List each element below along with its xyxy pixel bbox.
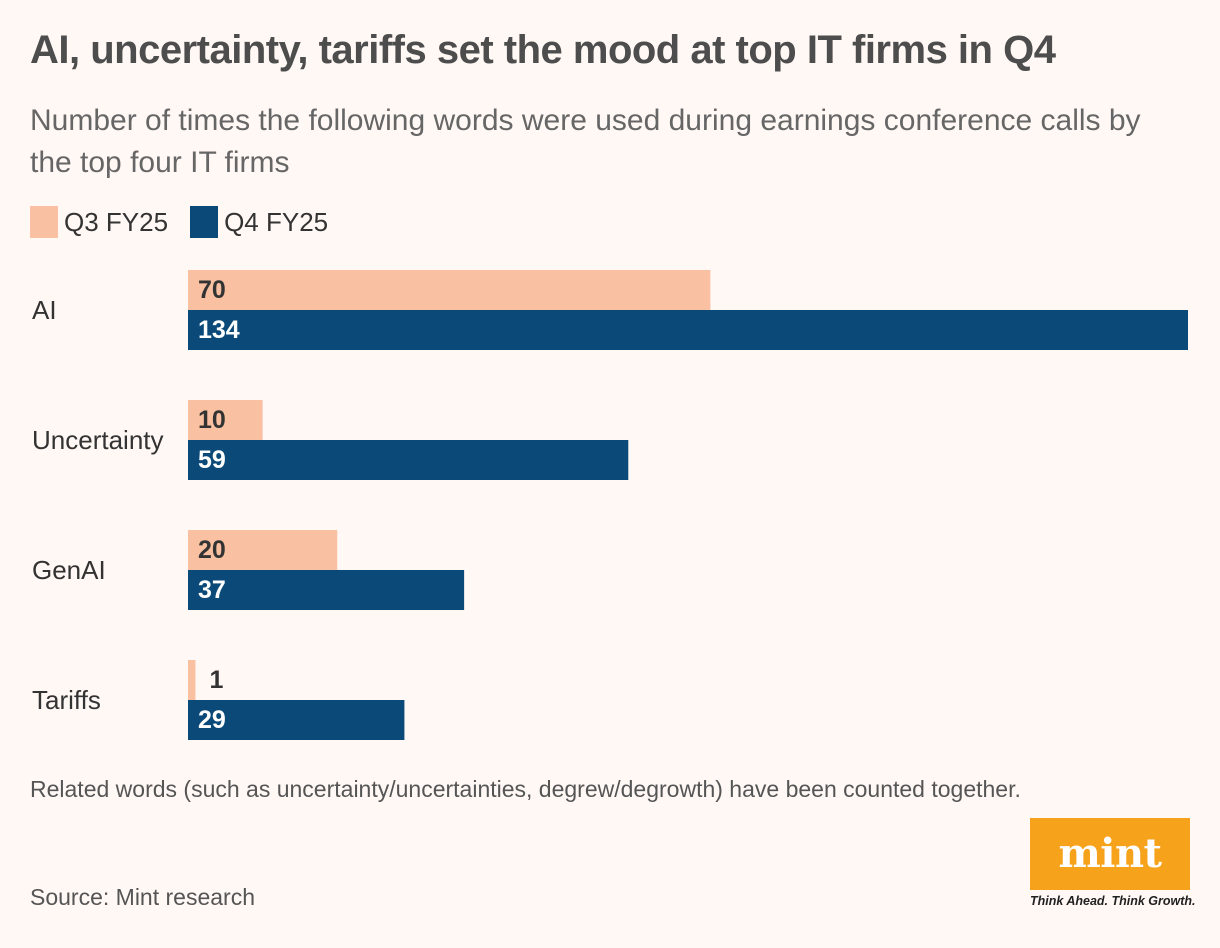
category-label-ai: AI — [32, 295, 57, 325]
bar-uncertainty-q4-fy25 — [188, 440, 629, 480]
data-label-uncertainty-q3-fy25: 10 — [198, 406, 226, 434]
legend-item-q4: Q4 FY25 — [190, 206, 328, 238]
bar-ai-q3-fy25 — [188, 270, 711, 310]
bar-genai-q4-fy25 — [188, 570, 465, 610]
logo-wordmark: mint — [1058, 830, 1162, 877]
data-label-tariffs-q4-fy25: 29 — [198, 706, 226, 734]
legend-swatch-q3 — [30, 206, 58, 238]
bar-chart: AI 70 134 Uncertainty 10 59 GenAI 20 37 Tariffs 1 2… — [32, 270, 1188, 740]
chart-subtitle: Number of times the following words were… — [30, 104, 1141, 179]
bar-genai-q3-fy25 — [188, 530, 338, 570]
legend-label-q4: Q4 FY25 — [224, 206, 329, 237]
bar-ai-q4-fy25 — [188, 310, 1188, 350]
data-label-ai-q4-fy25: 134 — [198, 316, 240, 344]
category-label-uncertainty: Uncertainty — [32, 425, 164, 455]
category-label-tariffs: Tariffs — [32, 685, 101, 715]
legend-label-q3: Q3 FY25 — [64, 206, 169, 237]
category-label-genai: GenAI — [32, 555, 106, 585]
chart-title: AI, uncertainty, tariffs set the mood at… — [30, 28, 1056, 72]
legend-swatch-q4 — [190, 206, 219, 238]
bar-tariffs-q3-fy25 — [188, 660, 196, 700]
bar-tariffs-q4-fy25 — [188, 700, 405, 740]
footnote: Related words (such as uncertainty/uncer… — [30, 776, 1021, 802]
data-label-uncertainty-q4-fy25: 59 — [198, 446, 226, 474]
data-label-ai-q3-fy25: 70 — [198, 276, 226, 304]
bar-uncertainty-q3-fy25 — [188, 400, 263, 440]
legend-item-q3: Q3 FY25 — [30, 206, 168, 238]
logo-tagline: Think Ahead. Think Growth. — [1030, 894, 1196, 908]
data-label-genai-q4-fy25: 37 — [198, 576, 226, 604]
mint-logo: mint — [1030, 818, 1190, 890]
data-label-genai-q3-fy25: 20 — [198, 536, 226, 564]
legend: Q3 FY25 Q4 FY25 — [30, 206, 350, 238]
source-text: Source: Mint research — [30, 884, 255, 910]
data-label-tariffs-q3-fy25: 1 — [209, 666, 223, 694]
